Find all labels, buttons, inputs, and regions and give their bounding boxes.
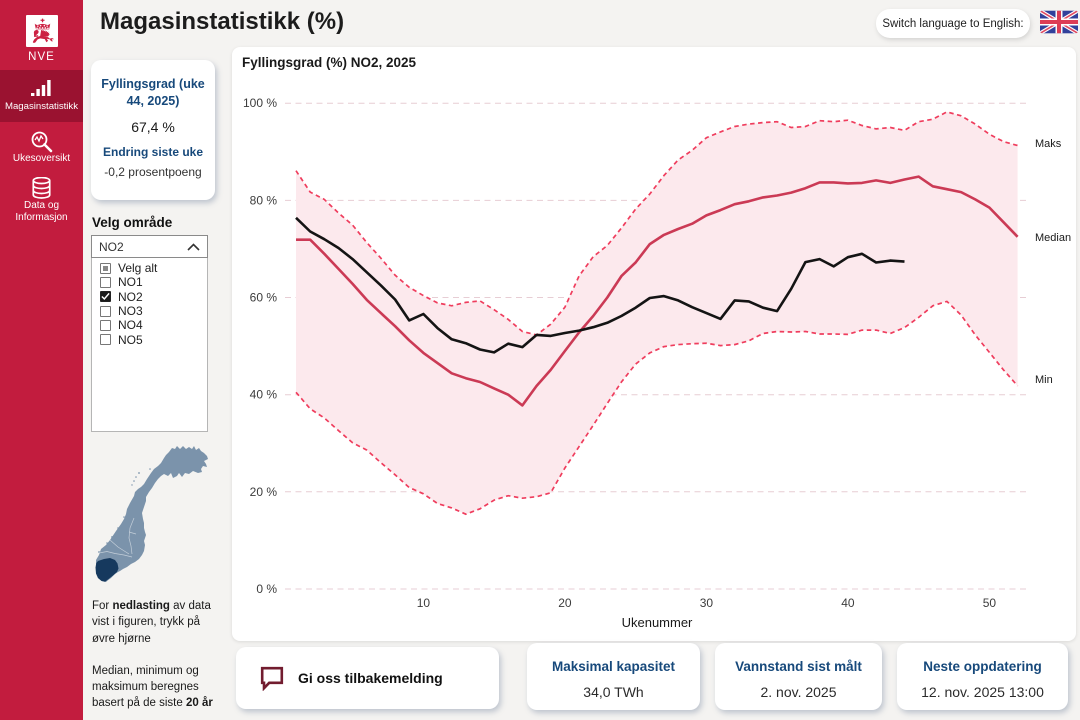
svg-text:50: 50 bbox=[983, 596, 997, 610]
svg-text:0 %: 0 % bbox=[256, 582, 277, 596]
svg-text:Fyllingsgrad (%) NO2, 2025: Fyllingsgrad (%) NO2, 2025 bbox=[242, 55, 417, 70]
svg-text:Ukenummer: Ukenummer bbox=[622, 615, 693, 630]
svg-text:10: 10 bbox=[417, 596, 431, 610]
svg-text:40: 40 bbox=[841, 596, 855, 610]
svg-text:40 %: 40 % bbox=[250, 388, 278, 402]
svg-text:60 %: 60 % bbox=[250, 291, 278, 305]
svg-text:Median: Median bbox=[1035, 232, 1071, 244]
svg-text:Maks: Maks bbox=[1035, 138, 1062, 150]
svg-text:30: 30 bbox=[700, 596, 714, 610]
svg-text:Min: Min bbox=[1035, 374, 1053, 386]
svg-text:80 %: 80 % bbox=[250, 193, 278, 207]
svg-text:100 %: 100 % bbox=[243, 96, 277, 110]
svg-text:20: 20 bbox=[558, 596, 572, 610]
svg-text:20 %: 20 % bbox=[250, 485, 278, 499]
